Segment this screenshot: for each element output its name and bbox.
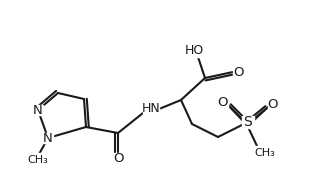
Bar bbox=[242, 116, 254, 128]
Text: O: O bbox=[233, 66, 243, 79]
Text: CH₃: CH₃ bbox=[28, 155, 48, 165]
Bar bbox=[268, 100, 278, 110]
Text: HN: HN bbox=[142, 102, 160, 116]
Text: N: N bbox=[33, 103, 43, 116]
Text: O: O bbox=[113, 151, 123, 164]
Bar bbox=[113, 153, 123, 163]
Text: N: N bbox=[43, 132, 53, 144]
Bar bbox=[233, 67, 243, 77]
Bar bbox=[143, 103, 159, 114]
Text: O: O bbox=[218, 96, 228, 109]
Text: HO: HO bbox=[184, 45, 204, 57]
Bar bbox=[27, 153, 49, 165]
Bar bbox=[218, 98, 228, 108]
Text: CH₃: CH₃ bbox=[255, 148, 276, 158]
Text: S: S bbox=[244, 115, 252, 129]
Bar bbox=[33, 105, 43, 115]
Bar bbox=[43, 133, 53, 143]
Bar bbox=[253, 146, 277, 158]
Bar bbox=[183, 45, 205, 56]
Text: O: O bbox=[268, 98, 278, 112]
